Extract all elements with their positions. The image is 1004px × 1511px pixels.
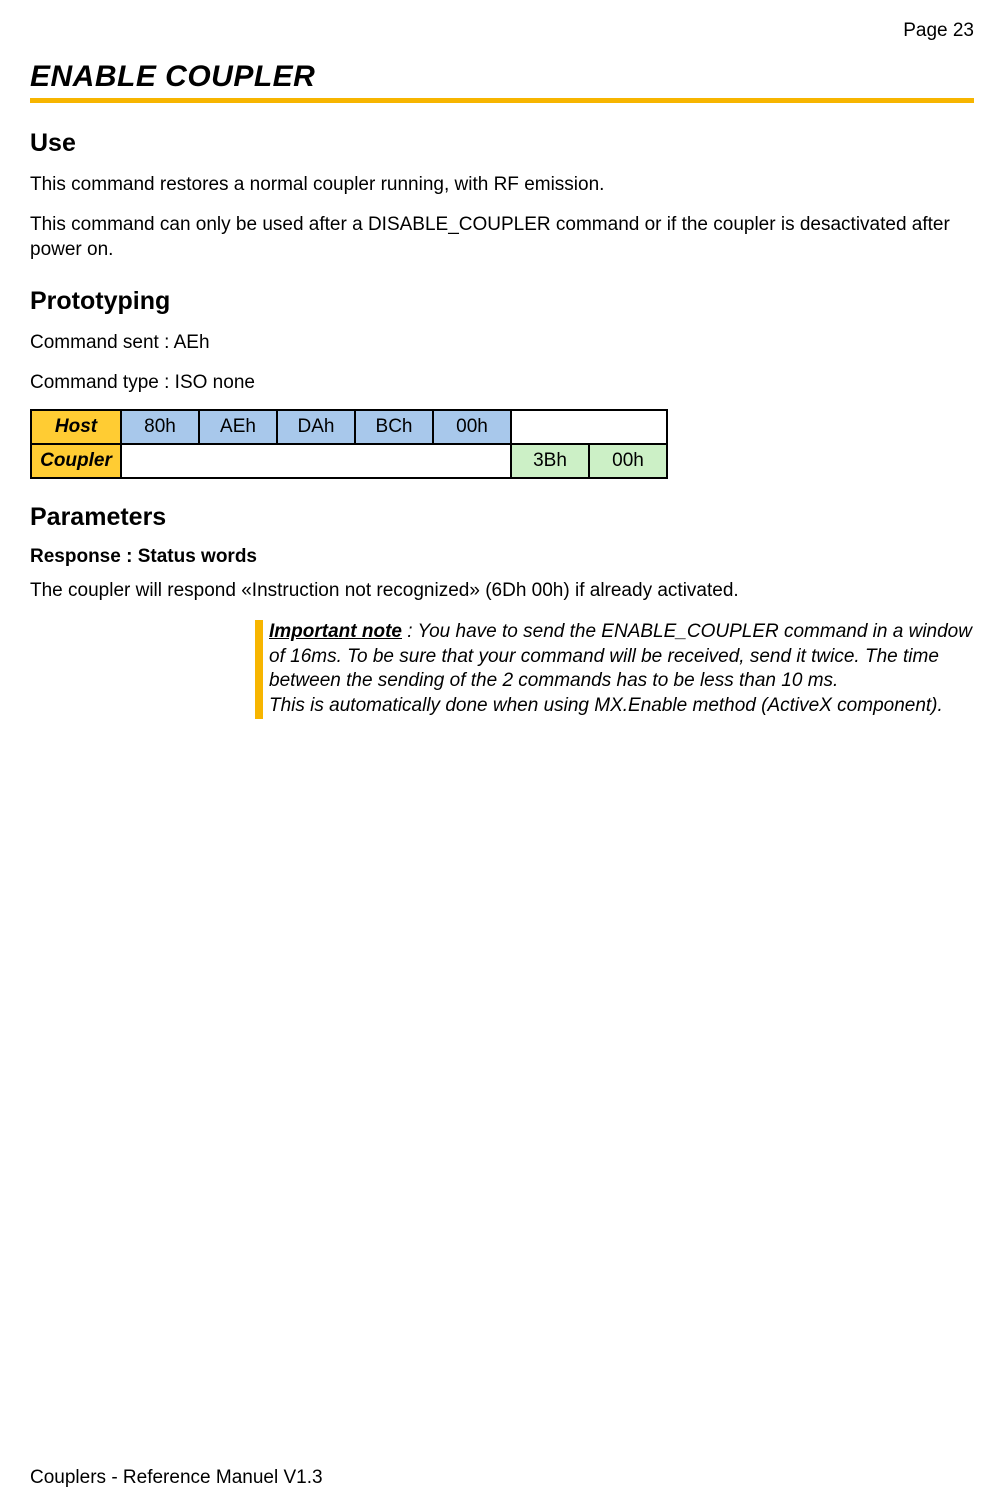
response-subheading: Response : Status words [30,546,974,568]
host-byte: AEh [199,410,277,444]
note-body-2: This is automatically done when using MX… [269,695,943,716]
prototyping-heading: Prototyping [30,287,974,316]
host-byte: BCh [355,410,433,444]
use-paragraph-2: This command can only be used after a DI… [30,212,974,263]
empty-cell [121,444,511,478]
parameters-heading: Parameters [30,503,974,532]
empty-cell [511,410,667,444]
page: Page 23 ENABLE COUPLER Use This command … [0,0,1004,1511]
table-row-host: Host 80h AEh DAh BCh 00h [31,410,667,444]
command-type: Command type : ISO none [30,370,974,396]
title-underline [30,98,974,103]
use-paragraph-1: This command restores a normal coupler r… [30,172,974,198]
page-title: ENABLE COUPLER [30,60,974,94]
protocol-table: Host 80h AEh DAh BCh 00h Coupler 3Bh 00h [30,409,668,479]
command-sent: Command sent : AEh [30,330,974,356]
note-text: Important note : You have to send the EN… [269,620,974,719]
parameters-paragraph: The coupler will respond «Instruction no… [30,578,974,604]
note-lead: Important note [269,621,402,642]
row-label-coupler: Coupler [31,444,121,478]
note-accent-bar [255,620,263,719]
use-heading: Use [30,129,974,158]
host-byte: 00h [433,410,511,444]
host-byte: DAh [277,410,355,444]
coupler-byte: 00h [589,444,667,478]
important-note: Important note : You have to send the EN… [255,620,974,719]
coupler-byte: 3Bh [511,444,589,478]
footer: Couplers - Reference Manuel V1.3 [30,1467,323,1489]
host-byte: 80h [121,410,199,444]
page-number: Page 23 [30,20,974,42]
table-row-coupler: Coupler 3Bh 00h [31,444,667,478]
row-label-host: Host [31,410,121,444]
